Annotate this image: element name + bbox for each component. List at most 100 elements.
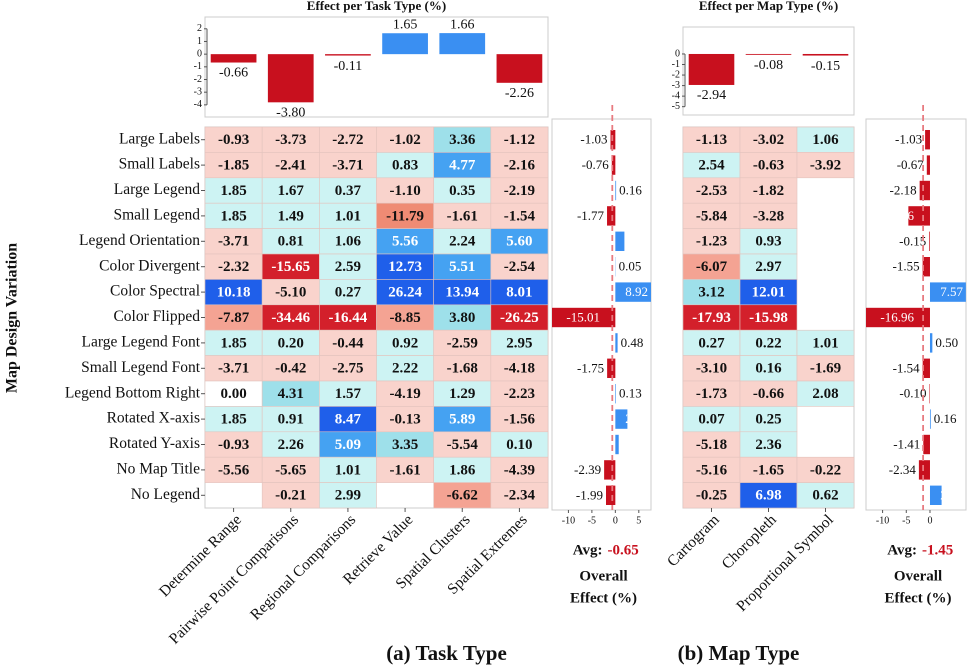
cell-value-label: 0.83 <box>392 158 418 174</box>
cell-value-label: 0.62 <box>812 488 838 504</box>
bar <box>604 460 616 480</box>
bar-value-label: 1.93 <box>625 233 648 248</box>
heatmap-cell <box>204 406 263 433</box>
heatmap-cell <box>433 406 492 433</box>
cell-value-label: -1.82 <box>753 183 784 199</box>
heatmap-cell <box>204 279 263 306</box>
cell-value-label: 0.91 <box>278 412 304 428</box>
row-label: Color Flipped <box>113 308 200 325</box>
cell-value-label: -6.07 <box>696 259 728 275</box>
heatmap-cell <box>682 355 741 382</box>
cell-value-label: 1.01 <box>335 462 361 478</box>
x-tick-label: -5 <box>902 515 910 526</box>
cell-value-label: -1.85 <box>218 158 249 174</box>
y-tick-label: -4 <box>672 90 680 101</box>
cell-value-label: 0.00 <box>220 386 246 402</box>
heatmap-cell <box>796 482 855 509</box>
heatmap-cell <box>739 253 798 280</box>
y-tick-label: -1 <box>672 59 680 70</box>
heatmap-cell <box>433 482 492 509</box>
cell-value-label: -5.18 <box>696 437 727 453</box>
cell-value-label: -1.12 <box>504 132 535 148</box>
row-label: No Map Title <box>116 460 200 477</box>
cell-value-label: 0.37 <box>335 183 362 199</box>
heatmap-cell <box>433 279 492 306</box>
heatmap-cell <box>739 177 798 204</box>
cell-value-label: -3.71 <box>218 361 249 377</box>
cell-value-label: -5.65 <box>275 462 306 478</box>
y-tick-label: 2 <box>197 23 202 34</box>
heatmap-cell <box>376 304 434 331</box>
y-tick-label: 0 <box>675 48 680 59</box>
row-label: Small Labels <box>119 156 200 173</box>
heatmap-cell <box>739 431 798 458</box>
heatmap-cell <box>319 152 377 179</box>
cell-value-label: 2.08 <box>812 386 838 402</box>
bar <box>922 257 930 277</box>
row-label: Small Legend Font <box>81 359 201 376</box>
cell-value-label: 10.18 <box>217 285 251 301</box>
cell-value-label: -2.59 <box>447 335 478 351</box>
row-label: Rotated Y-axis <box>109 435 200 452</box>
cell-value-label: -3.02 <box>753 132 784 148</box>
cell-value-label: 2.99 <box>335 488 361 504</box>
bar-value-label: 2.57 <box>625 411 648 426</box>
cell-value-label: -17.93 <box>692 310 731 326</box>
bar-value-label: -2.39 <box>574 462 601 477</box>
cell-value-label: -3.73 <box>275 132 306 148</box>
panel-caption: (a) Task Type <box>386 641 507 665</box>
bar <box>607 206 616 226</box>
heatmap-cell <box>376 380 434 407</box>
heatmap-cell <box>376 202 434 229</box>
cell-value-label: -0.44 <box>332 335 364 351</box>
avg-value: -0.65 <box>608 542 639 558</box>
bar-value-label: -1.41 <box>893 436 920 451</box>
y-tick-label: 0 <box>197 48 202 59</box>
heatmap-cell <box>682 329 741 356</box>
avg-label: Avg: <box>887 542 917 558</box>
cell-value-label: -3.71 <box>218 234 249 250</box>
cell-value-label: -2.53 <box>696 183 727 199</box>
cell-value-label: 1.85 <box>220 335 246 351</box>
cell-value-label: 1.67 <box>278 183 305 199</box>
cell-value-label: 12.01 <box>752 285 786 301</box>
bar-value-label: 1.66 <box>450 17 475 32</box>
heatmap-cell <box>739 380 798 407</box>
heatmap-cell <box>261 228 320 255</box>
cell-value-label: -1.10 <box>389 183 420 199</box>
cell-value-label: -4.18 <box>504 361 535 377</box>
bar <box>929 409 931 429</box>
bar-value-label: -1.03 <box>895 132 922 147</box>
cell-value-label: -8.85 <box>389 310 420 326</box>
cell-value-label: 3.35 <box>392 437 418 453</box>
cell-value-label: 1.01 <box>335 208 361 224</box>
bar <box>552 307 616 328</box>
cell-value-label: -0.22 <box>810 462 841 478</box>
heatmap-cell <box>204 228 263 255</box>
bar-value-label: 2.45 <box>940 487 963 502</box>
cell-value-label: 1.85 <box>220 208 246 224</box>
cell-value-label: -3.92 <box>810 158 841 174</box>
bar <box>496 54 543 83</box>
bar <box>918 460 930 480</box>
bar-value-label: -1.99 <box>576 487 603 502</box>
cell-value-label: 3.12 <box>698 285 724 301</box>
cell-value-label: 1.06 <box>812 132 839 148</box>
cell-value-label: 0.16 <box>755 361 782 377</box>
bar <box>929 485 942 505</box>
avg-value: -1.45 <box>922 542 953 558</box>
cell-value-label: 5.09 <box>335 437 361 453</box>
bar <box>802 53 849 56</box>
bar <box>919 180 930 201</box>
heatmap-cell <box>433 380 492 407</box>
bar <box>615 231 625 251</box>
y-tick-label: 1 <box>197 36 202 47</box>
cell-value-label: 0.81 <box>278 234 304 250</box>
cell-value-label: 2.24 <box>449 234 476 250</box>
cell-value-label: 1.86 <box>449 462 476 478</box>
cell-value-label: -1.56 <box>504 412 536 428</box>
cell-value-label: -1.65 <box>753 462 784 478</box>
cell-value-label: 0.35 <box>449 183 475 199</box>
bar <box>929 333 933 353</box>
heatmap-cell <box>433 177 492 204</box>
